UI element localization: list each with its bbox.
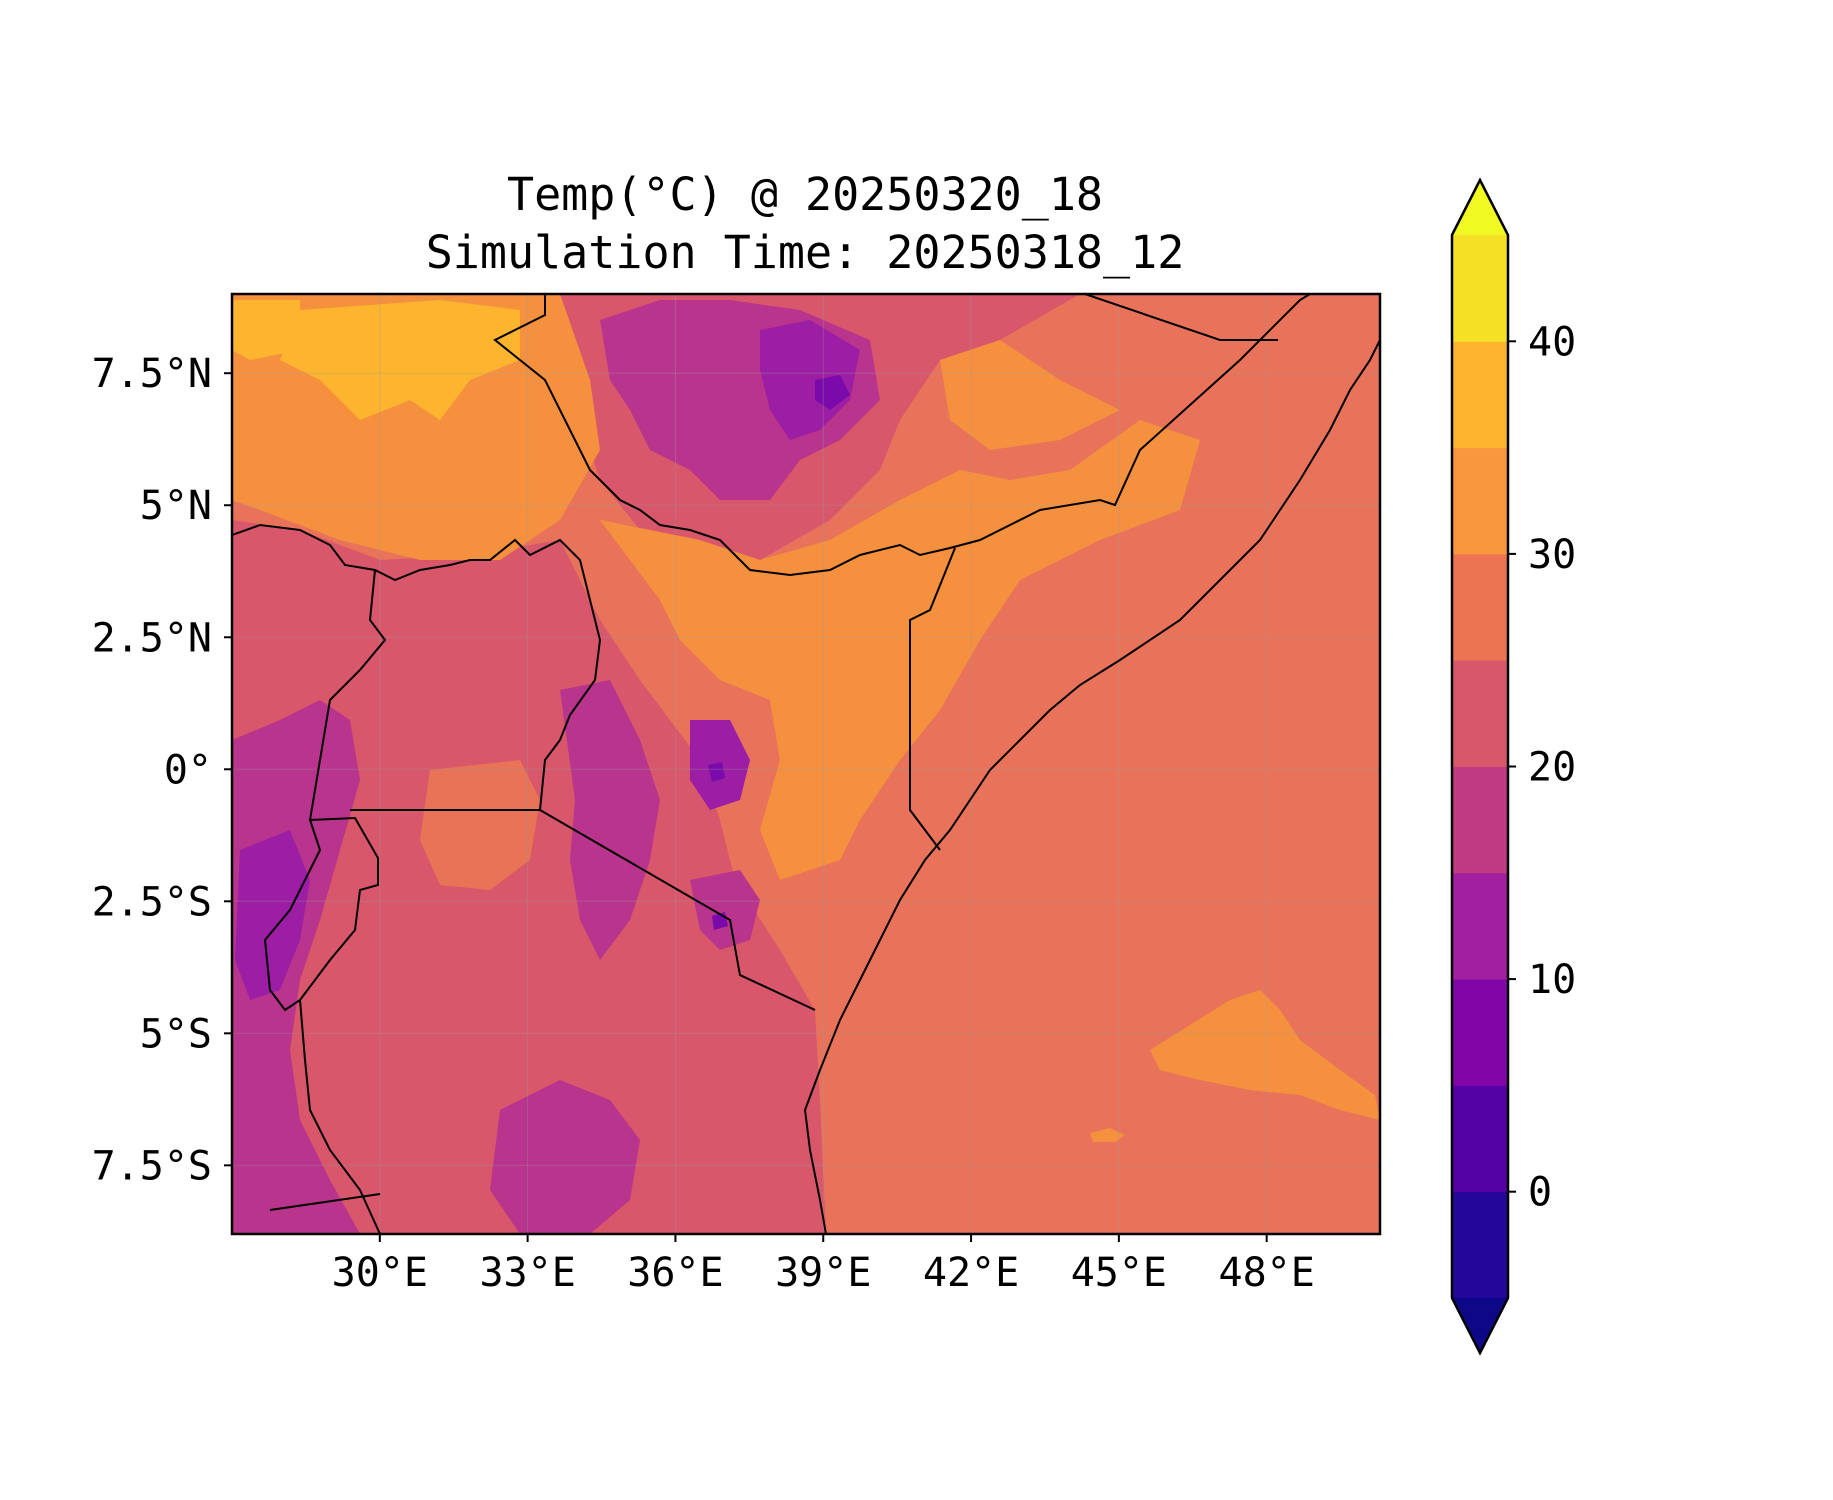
y-axis: 7.5°N 5°N 2.5°N 0° 2.5°S 5°S 7.5°S xyxy=(92,351,232,1189)
colorbar-outline xyxy=(1450,177,1510,1356)
coldest-temperature-region-mt-kenya xyxy=(708,762,725,782)
colorbar-tick-label: 0 xyxy=(1528,1170,1552,1216)
colorbar-segment xyxy=(1452,235,1508,342)
colorbar-segment xyxy=(1452,1191,1508,1299)
y-tick-label: 7.5°N xyxy=(92,351,212,397)
y-tick-label: 5°S xyxy=(140,1011,212,1057)
cold-temperature-region-kilimanjaro xyxy=(690,870,760,950)
y-tick-label: 2.5°N xyxy=(92,615,212,661)
colorbar-tick-label: 20 xyxy=(1528,745,1576,791)
warm-temperature-region-north-kenya xyxy=(600,420,1200,880)
colder-temperature-region-ethiopian-highlands xyxy=(760,320,860,440)
colorbar-tick-label: 40 xyxy=(1528,319,1576,365)
y-tick-label: 0° xyxy=(164,747,212,793)
border-south-sudan-uganda-congo xyxy=(232,523,602,716)
x-tick-label: 33°E xyxy=(479,1250,575,1296)
map-gridlines xyxy=(232,294,1380,1234)
cold-temperature-region-albertine-rift xyxy=(232,700,360,1234)
colorbar-segment xyxy=(1452,979,1508,1086)
x-tick-label: 48°E xyxy=(1219,1250,1315,1296)
warm-temperature-region-ogaden xyxy=(940,340,1120,450)
colorbar-segment xyxy=(1452,766,1508,874)
coastline-east-africa xyxy=(803,339,1380,1234)
colorbar-tick-label: 30 xyxy=(1528,532,1576,578)
map-panel xyxy=(232,294,1380,1234)
colorbar-segment xyxy=(1452,872,1508,980)
x-tick-label: 42°E xyxy=(923,1250,1019,1296)
border-kenya-somalia xyxy=(909,547,956,851)
colorbar-segment xyxy=(1452,1085,1508,1193)
coldest-temperature-region-ethiopian-peak xyxy=(815,375,850,410)
border-south-sudan-ethiopia xyxy=(493,294,1311,577)
country-borders xyxy=(232,294,1380,1234)
cool-temperature-region-west xyxy=(232,520,826,1234)
colorbar-segment xyxy=(1452,341,1508,449)
colorbar-extend-under xyxy=(1452,1298,1508,1353)
warm-temperature-region-ocean-small xyxy=(1090,1128,1125,1142)
map-frame xyxy=(230,292,1382,1236)
border-uganda-kenya xyxy=(539,714,571,811)
border-tanzania-zambia xyxy=(269,1193,381,1211)
chart-title-line2: Simulation Time: 20250318_12 xyxy=(426,226,1185,279)
border-ethiopia-somalia-north xyxy=(1084,294,1278,341)
x-axis: 30°E 33°E 36°E 39°E 42°E 45°E 48°E xyxy=(332,1234,1315,1296)
cold-temperature-region-rift-valley xyxy=(560,680,660,960)
x-tick-label: 39°E xyxy=(775,1250,871,1296)
colorbar: 0 10 20 30 40 xyxy=(1450,177,1576,1356)
chart-title-line1: Temp(°C) @ 20250320_18 xyxy=(507,168,1103,221)
colorbar-segment xyxy=(1452,447,1508,555)
warm-temperature-region-ocean-east xyxy=(1150,990,1380,1120)
colorbar-segment xyxy=(1452,660,1508,767)
x-tick-label: 30°E xyxy=(332,1250,428,1296)
colder-temperature-region-rwanda-burundi xyxy=(235,830,310,1000)
hot-temperature-region-south-sudan xyxy=(280,300,520,420)
y-tick-label: 2.5°S xyxy=(92,879,212,925)
colorbar-tick-label: 10 xyxy=(1528,957,1576,1003)
hot-temperature-region-nw-corner xyxy=(232,300,300,360)
colorbar-extend-over xyxy=(1452,180,1508,235)
cold-temperature-region-southern-highlands xyxy=(490,1080,640,1234)
border-kenya-tanzania xyxy=(539,809,816,1011)
colorbar-segment xyxy=(1452,553,1508,661)
border-uganda-congo xyxy=(309,569,387,821)
y-tick-label: 7.5°S xyxy=(92,1143,212,1189)
x-tick-label: 45°E xyxy=(1071,1250,1167,1296)
lake-victoria-region xyxy=(420,760,540,890)
x-tick-label: 36°E xyxy=(627,1250,723,1296)
y-tick-label: 5°N xyxy=(140,483,212,529)
